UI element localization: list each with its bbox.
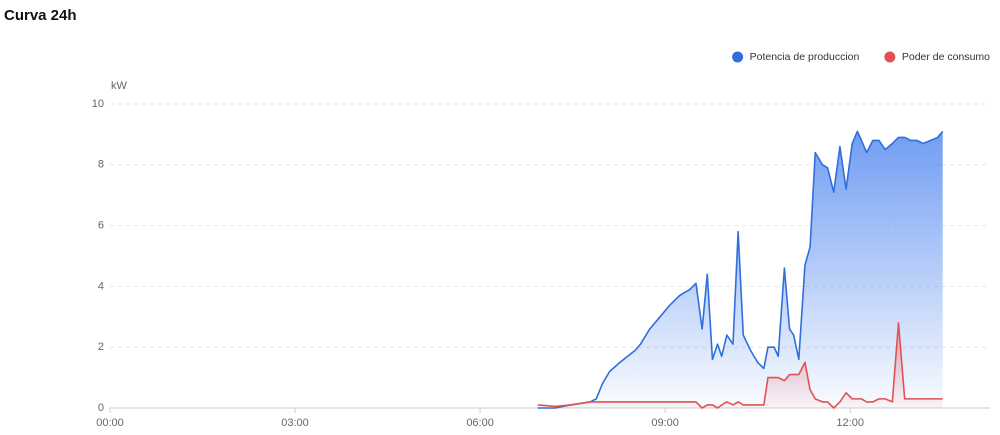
y-tick-label: 0 (98, 402, 104, 414)
line (537, 130, 944, 409)
legend-label: Potencia de produccion (750, 51, 860, 63)
area (537, 131, 943, 409)
legend-label: Poder de consumo (902, 51, 990, 63)
line (537, 322, 943, 409)
area (537, 322, 943, 408)
y-tick-label: 8 (98, 159, 104, 171)
legend-marker (732, 51, 744, 63)
y-tick-label: 4 (98, 280, 104, 292)
x-tick-label: 09:00 (651, 417, 679, 429)
y-axis-unit: kW (111, 80, 128, 92)
y-tick-label: 10 (92, 98, 104, 110)
x-tick-label: 06:00 (466, 417, 494, 429)
x-tick-label: 03:00 (281, 417, 309, 429)
legend-marker (884, 51, 896, 63)
y-tick-label: 6 (98, 220, 104, 232)
x-tick-label: 00:00 (96, 417, 124, 429)
x-tick-label: 12:00 (836, 417, 864, 429)
y-tick-label: 2 (98, 341, 104, 353)
chart-title: Curva 24h (4, 7, 77, 24)
